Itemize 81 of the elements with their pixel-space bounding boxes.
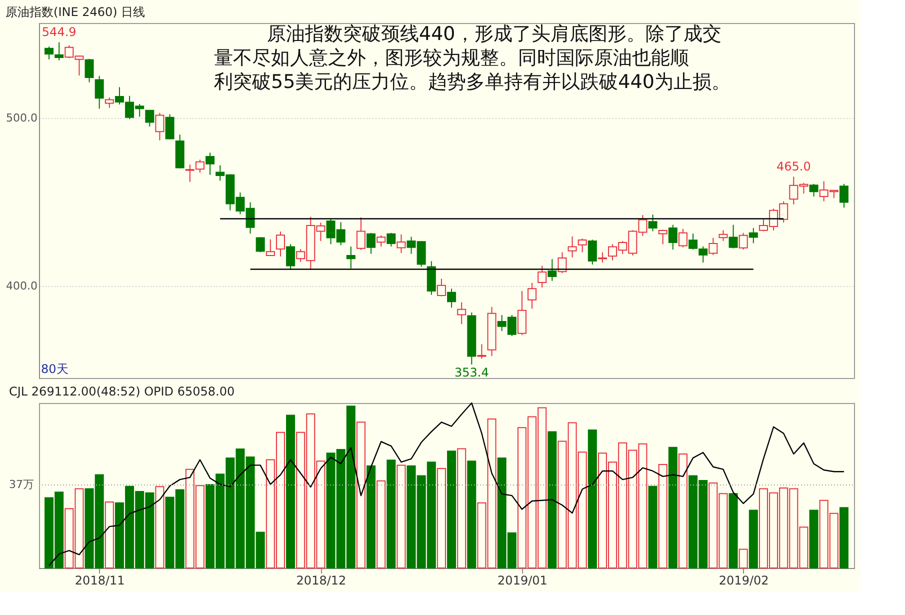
candlestick — [94, 75, 104, 110]
candlestick — [578, 238, 587, 253]
candlestick — [266, 238, 275, 256]
candlestick — [366, 232, 376, 254]
candlestick — [286, 244, 296, 270]
annotation: 利突破55美元的压力位。趋势多单持有并以跌破440为止损。 — [214, 71, 730, 93]
bar — [668, 446, 678, 568]
annotation: 353.4 — [454, 366, 489, 380]
y-tick-label: 400.0 — [6, 280, 38, 293]
candlestick — [528, 282, 537, 310]
candlestick — [276, 231, 285, 257]
bar — [738, 548, 748, 568]
candlestick — [538, 265, 547, 288]
bar — [728, 493, 738, 568]
candlestick — [548, 258, 557, 282]
bar — [748, 510, 758, 568]
annotation: 544.9 — [42, 25, 76, 40]
candlestick — [668, 224, 678, 250]
y-tick-label: 500.0 — [6, 111, 38, 124]
candlestick — [568, 236, 577, 258]
candlestick — [346, 246, 356, 269]
bar — [386, 460, 396, 568]
candlestick — [386, 232, 396, 248]
candlestick — [809, 183, 818, 198]
candlestick — [447, 288, 456, 308]
candlestick — [748, 228, 758, 244]
candlestick — [457, 302, 466, 325]
candlestick — [598, 252, 607, 264]
candlestick — [477, 344, 486, 360]
annotation: 80天 — [41, 362, 68, 376]
bar — [366, 465, 376, 568]
bar — [356, 422, 366, 568]
candlestick — [155, 112, 164, 141]
bar — [155, 486, 164, 568]
chart-title: 原油指数(INE 2460) 日线 — [6, 5, 146, 19]
bar — [436, 468, 446, 568]
chart-title: CJL 269112.00(48:52) OPID 65058.00 — [9, 384, 235, 398]
x-tick-label: 2018/12 — [296, 574, 346, 588]
x-tick-label: 2018/11 — [74, 574, 125, 588]
bar — [376, 480, 386, 568]
bar — [678, 453, 688, 568]
candlestick — [145, 110, 154, 128]
annotation: 量不尽如人意之外，图形较为规整。同时国际原油也能顺 — [214, 47, 689, 69]
candlestick — [256, 236, 265, 253]
ref-line-label: 37万 — [9, 478, 34, 492]
candlestick — [648, 214, 658, 232]
candlestick — [588, 239, 597, 266]
bar — [648, 486, 658, 568]
bar — [447, 450, 456, 568]
bar — [839, 507, 848, 568]
bar — [457, 448, 466, 568]
candlestick — [436, 278, 446, 297]
annotation: 465.0 — [776, 160, 811, 174]
bar — [396, 464, 406, 568]
x-tick-label: 2019/01 — [498, 574, 548, 588]
bar — [467, 460, 476, 568]
candlestick — [104, 96, 114, 108]
candlestick — [206, 152, 215, 176]
candlestick — [396, 234, 406, 254]
annotation: 原油指数突破颈线440，形成了头肩底图形。除了成交 — [267, 23, 722, 45]
bar — [658, 464, 668, 568]
bar — [104, 502, 114, 568]
candlestick — [84, 58, 94, 83]
candlestick — [54, 42, 64, 61]
candlestick — [718, 230, 728, 242]
candlestick — [165, 114, 174, 140]
bar — [548, 431, 557, 568]
bar — [809, 510, 818, 568]
candlestick — [376, 234, 386, 248]
candlestick — [44, 46, 54, 60]
candlestick — [738, 232, 748, 250]
candlestick — [658, 229, 668, 245]
candlestick — [728, 224, 738, 249]
x-tick-label: 2019/02 — [718, 574, 769, 588]
candlestick — [356, 216, 366, 251]
candlestick — [839, 183, 848, 208]
bar — [588, 430, 597, 568]
candlestick — [678, 228, 688, 248]
candlestick — [517, 290, 526, 336]
candlestick — [708, 237, 718, 256]
bar — [286, 414, 296, 568]
